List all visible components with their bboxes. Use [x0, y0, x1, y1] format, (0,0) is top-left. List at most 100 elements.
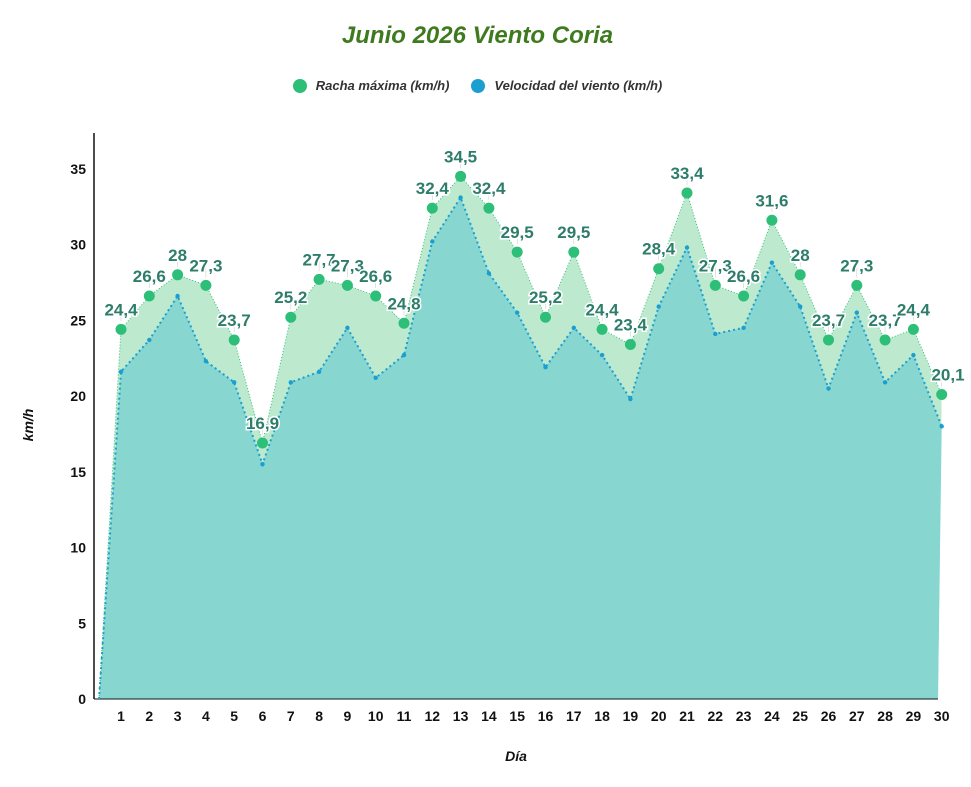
x-tick-label-14: 14 — [481, 708, 497, 724]
data-label-racha-dia-3: 28 — [168, 246, 187, 265]
point-velocidad-dia-1[interactable] — [118, 369, 124, 374]
point-racha-dia-26[interactable] — [823, 334, 834, 346]
x-tick-label-2: 2 — [145, 708, 153, 724]
point-racha-dia-28[interactable] — [879, 334, 891, 346]
point-velocidad-dia-17[interactable] — [571, 325, 576, 331]
point-racha-dia-14[interactable] — [483, 202, 495, 214]
point-racha-dia-2[interactable] — [143, 290, 155, 302]
data-label-racha-dia-25: 28 — [791, 246, 810, 265]
point-velocidad-dia-3[interactable] — [175, 293, 180, 299]
data-label-racha-dia-19: 23,4 — [614, 315, 648, 334]
point-racha-dia-22[interactable] — [709, 279, 721, 291]
point-racha-dia-7[interactable] — [285, 311, 297, 323]
x-tick-label-3: 3 — [174, 708, 182, 724]
x-tick-label-21: 21 — [679, 708, 695, 724]
point-racha-dia-23[interactable] — [738, 290, 750, 302]
point-velocidad-dia-24[interactable] — [769, 260, 775, 265]
data-label-racha-dia-12: 32,4 — [416, 179, 450, 198]
data-label-racha-dia-8: 27,7 — [303, 250, 336, 269]
point-velocidad-dia-25[interactable] — [798, 304, 803, 309]
y-tick-label-15: 15 — [70, 464, 86, 480]
x-axis-title: Día — [505, 748, 527, 764]
x-tick-label-26: 26 — [821, 708, 837, 724]
point-velocidad-dia-10[interactable] — [373, 375, 378, 381]
point-racha-dia-4[interactable] — [200, 279, 212, 291]
point-racha-dia-21[interactable] — [681, 187, 693, 199]
data-label-racha-dia-28: 23,7 — [869, 311, 902, 330]
point-racha-dia-8[interactable] — [313, 273, 325, 285]
point-velocidad-dia-19[interactable] — [628, 396, 633, 402]
point-racha-dia-11[interactable] — [398, 317, 410, 329]
data-label-racha-dia-26: 23,7 — [812, 311, 845, 330]
point-velocidad-dia-9[interactable] — [345, 325, 350, 331]
x-tick-label-12: 12 — [425, 708, 441, 724]
point-velocidad-dia-13[interactable] — [458, 195, 463, 200]
point-velocidad-dia-22[interactable] — [713, 331, 718, 337]
point-racha-dia-24[interactable] — [766, 214, 778, 226]
point-racha-dia-1[interactable] — [115, 323, 127, 335]
point-racha-dia-30[interactable] — [936, 388, 948, 400]
point-velocidad-dia-21[interactable] — [684, 245, 690, 250]
y-tick-label-5: 5 — [78, 615, 86, 631]
point-velocidad-dia-16[interactable] — [543, 365, 548, 370]
chart-title: Junio 2026 Viento Coria — [341, 22, 614, 49]
point-racha-dia-6[interactable] — [257, 437, 268, 449]
point-velocidad-dia-28[interactable] — [882, 380, 888, 385]
point-racha-dia-13[interactable] — [455, 170, 467, 182]
data-label-racha-dia-1: 24,4 — [104, 300, 138, 319]
point-velocidad-dia-23[interactable] — [741, 325, 746, 331]
x-tick-label-4: 4 — [202, 708, 210, 724]
point-velocidad-dia-30[interactable] — [939, 424, 944, 429]
point-velocidad-dia-27[interactable] — [854, 310, 859, 315]
point-racha-dia-18[interactable] — [596, 323, 608, 335]
point-racha-dia-19[interactable] — [624, 338, 636, 350]
point-racha-dia-16[interactable] — [540, 311, 551, 323]
point-racha-dia-17[interactable] — [568, 246, 580, 258]
legend-marker-velocidad — [471, 78, 486, 93]
point-velocidad-dia-2[interactable] — [147, 337, 152, 343]
data-label-racha-dia-9: 27,3 — [331, 256, 364, 275]
y-tick-label-35: 35 — [70, 161, 86, 177]
point-velocidad-dia-6[interactable] — [260, 461, 265, 467]
point-racha-dia-15[interactable] — [511, 246, 523, 258]
x-tick-label-9: 9 — [344, 708, 352, 724]
data-label-racha-dia-18: 24,4 — [586, 300, 620, 319]
point-racha-dia-9[interactable] — [341, 279, 353, 291]
x-tick-label-24: 24 — [764, 708, 780, 724]
point-velocidad-dia-29[interactable] — [911, 352, 916, 358]
point-velocidad-dia-5[interactable] — [232, 380, 237, 385]
point-racha-dia-27[interactable] — [851, 279, 863, 291]
point-velocidad-dia-11[interactable] — [401, 352, 407, 358]
point-velocidad-dia-20[interactable] — [656, 304, 661, 309]
point-racha-dia-20[interactable] — [653, 263, 665, 275]
point-velocidad-dia-18[interactable] — [599, 352, 605, 358]
point-racha-dia-25[interactable] — [794, 269, 806, 281]
y-tick-label-10: 10 — [70, 540, 86, 556]
data-label-racha-dia-24: 31,6 — [755, 191, 788, 210]
point-velocidad-dia-4[interactable] — [203, 358, 209, 364]
point-velocidad-dia-14[interactable] — [486, 271, 492, 276]
x-tick-label-22: 22 — [708, 708, 724, 724]
data-label-racha-dia-2: 26,6 — [133, 267, 166, 286]
x-tick-label-23: 23 — [736, 708, 752, 724]
legend-item-velocidad[interactable]: Velocidad del viento (km/h) — [471, 78, 662, 93]
point-racha-dia-12[interactable] — [426, 202, 438, 214]
point-velocidad-dia-12[interactable] — [430, 239, 435, 244]
data-label-racha-dia-27: 27,3 — [840, 256, 873, 275]
point-velocidad-dia-26[interactable] — [826, 386, 831, 391]
data-label-racha-dia-10: 26,6 — [359, 267, 392, 286]
point-velocidad-dia-15[interactable] — [515, 310, 520, 315]
point-velocidad-dia-8[interactable] — [316, 369, 322, 374]
data-label-racha-dia-17: 29,5 — [557, 223, 590, 242]
point-racha-dia-3[interactable] — [172, 269, 184, 281]
x-tick-label-30: 30 — [934, 708, 950, 724]
point-racha-dia-29[interactable] — [907, 323, 919, 335]
point-racha-dia-10[interactable] — [370, 290, 382, 302]
point-racha-dia-5[interactable] — [228, 334, 240, 346]
legend-item-racha[interactable]: Racha máxima (km/h) — [292, 78, 449, 93]
y-tick-label-25: 25 — [70, 312, 86, 328]
data-label-racha-dia-13: 34,5 — [444, 147, 477, 166]
x-tick-label-15: 15 — [509, 708, 525, 724]
point-velocidad-dia-7[interactable] — [288, 380, 293, 385]
